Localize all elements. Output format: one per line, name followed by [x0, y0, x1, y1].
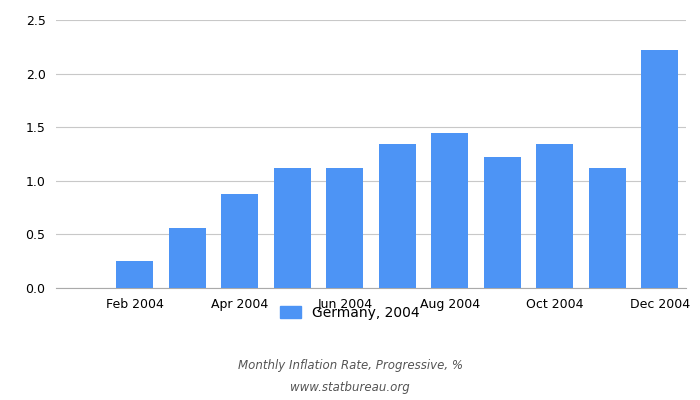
Bar — [431, 132, 468, 288]
Bar — [641, 50, 678, 288]
Bar — [274, 168, 311, 288]
Bar — [116, 261, 153, 288]
Bar — [379, 144, 416, 288]
Bar — [169, 228, 206, 288]
Bar — [221, 194, 258, 288]
Legend: Germany, 2004: Germany, 2004 — [274, 300, 426, 325]
Bar — [326, 168, 363, 288]
Text: Monthly Inflation Rate, Progressive, %: Monthly Inflation Rate, Progressive, % — [237, 360, 463, 372]
Bar — [484, 157, 521, 288]
Bar — [536, 144, 573, 288]
Bar — [589, 168, 626, 288]
Text: www.statbureau.org: www.statbureau.org — [290, 382, 410, 394]
